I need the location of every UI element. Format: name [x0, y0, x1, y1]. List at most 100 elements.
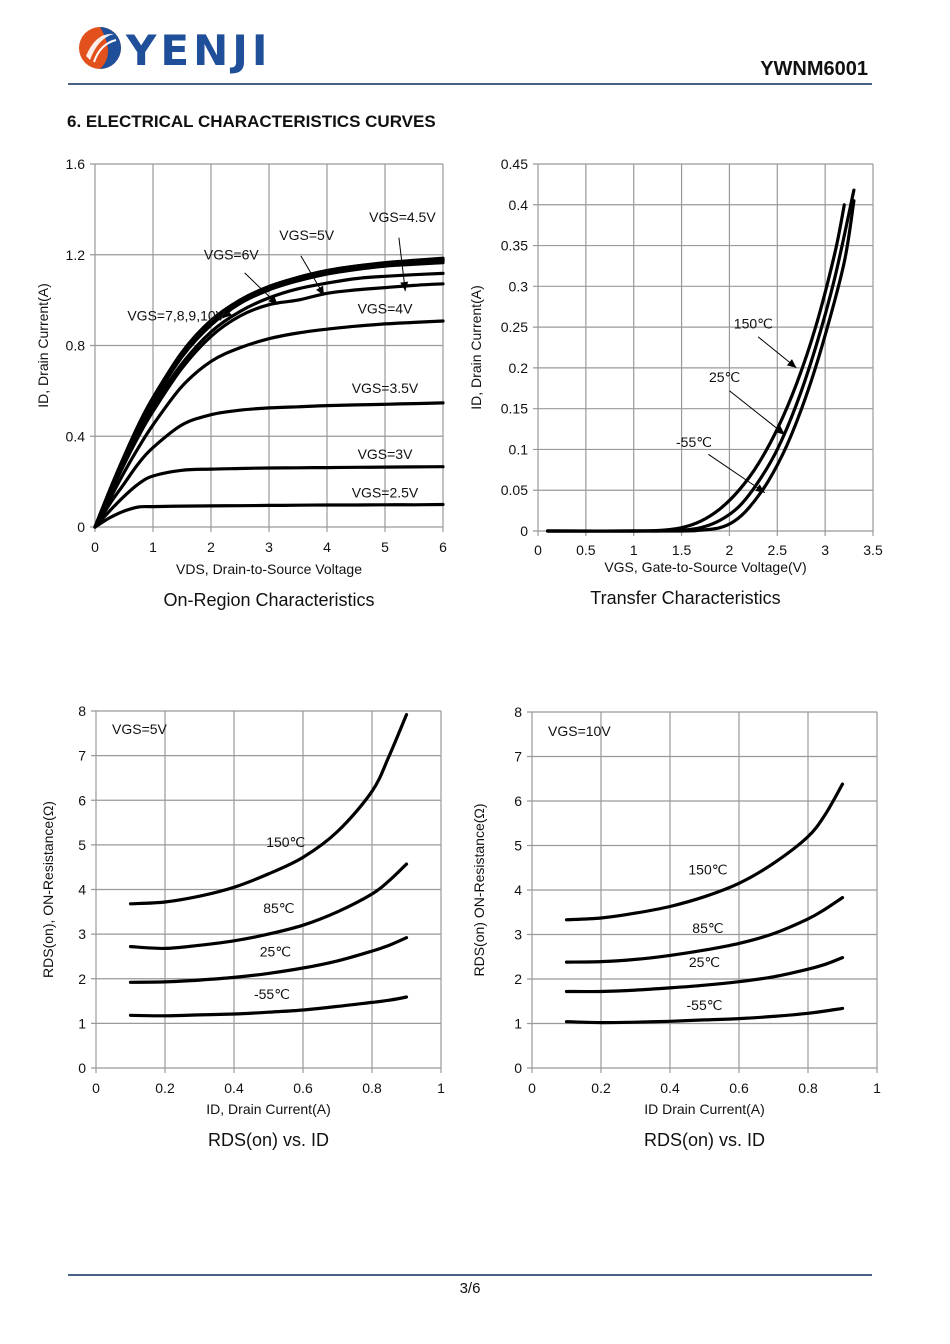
page-number: 3/6: [459, 1280, 481, 1297]
curve-label: VGS=5V: [279, 227, 335, 243]
x-tick-label: 0.6: [729, 1080, 749, 1096]
series-line--55-: [128, 995, 409, 1018]
y-tick-label: 0.4: [509, 197, 529, 213]
footer-divider: [68, 1274, 872, 1276]
series-line-vgs-4.5v: [93, 282, 445, 529]
y-tick-label: 6: [514, 793, 522, 809]
y-tick-label: 0.15: [501, 401, 528, 417]
arrowhead-icon: [400, 281, 409, 292]
curve-label: VGS=3V: [358, 446, 414, 462]
arrowhead-icon: [775, 426, 785, 435]
y-tick-label: 0.45: [501, 156, 528, 172]
chart-rds-vgs10: 0 0.2 0.4 0.6 0.8 1 0 1 2 3 4 5 6 7 8 ID Drain Current(…: [471, 704, 881, 1150]
x-tick-label: 0.4: [660, 1080, 680, 1096]
y-tick-label: 7: [514, 749, 522, 765]
y-tick-label: 1: [78, 1015, 86, 1031]
curve-label: VGS=7,8,9,10V: [127, 308, 225, 324]
series-line--55-: [546, 199, 856, 533]
series-line-25-: [546, 188, 856, 533]
vgs-condition-label: VGS=10V: [548, 723, 611, 739]
series-line-vgs-3v: [93, 465, 445, 529]
x-axis-label: VDS, Drain-to-Source Voltage: [176, 561, 362, 577]
x-tick-label: 0.2: [155, 1080, 175, 1096]
curve-label: -55℃: [687, 997, 723, 1013]
y-tick-label: 3: [78, 926, 86, 942]
x-tick-label: 1: [630, 542, 638, 558]
curve-label: 25℃: [260, 943, 291, 959]
curve-label: 150℃: [266, 834, 305, 850]
y-tick-label: 4: [514, 882, 522, 898]
y-tick-label: 1.6: [66, 156, 86, 172]
y-tick-label: 0: [514, 1060, 522, 1076]
curve-label: -55℃: [254, 986, 290, 1002]
x-tick-label: 3: [265, 539, 273, 555]
arrowhead-icon: [316, 285, 325, 296]
x-tick-label: 0.4: [224, 1080, 244, 1096]
series-line-25-: [564, 956, 845, 994]
curve-label: VGS=6V: [204, 246, 260, 262]
chart-title: RDS(on) vs. ID: [644, 1130, 765, 1150]
x-axis-label: ID, Drain Current(A): [206, 1101, 330, 1117]
curve-label: 150℃: [688, 861, 727, 877]
y-tick-label: 0.8: [66, 338, 86, 354]
annotation-arrow: [729, 390, 786, 436]
curve-label: 25℃: [689, 954, 720, 970]
y-axis-label: RDS(on), ON-Resistance(Ω): [40, 801, 56, 978]
chart-title: RDS(on) vs. ID: [208, 1130, 329, 1150]
header-divider: [68, 83, 872, 85]
x-tick-label: 0: [528, 1080, 536, 1096]
series-line--55-: [564, 1006, 845, 1025]
series-line-vgs-4v: [93, 319, 445, 529]
y-tick-label: 0.35: [501, 238, 528, 254]
chart-transfer: 0 0.5 1 1.5 2 2.5 3 3.5 0 0.05 0.1 0.15 0.2 0.25 0.3 0.…: [468, 156, 883, 608]
y-tick-label: 0.25: [501, 319, 528, 335]
curve-label: 150℃: [734, 316, 773, 332]
x-tick-label: 0: [91, 539, 99, 555]
y-axis-label: ID, Drain Current(A): [35, 283, 51, 407]
x-tick-label: 0.2: [591, 1080, 611, 1096]
curve-label: VGS=2.5V: [352, 485, 419, 501]
series-line-85-: [128, 862, 409, 951]
x-axis-label: ID Drain Current(A): [644, 1101, 765, 1117]
x-tick-label: 1: [149, 539, 157, 555]
x-tick-label: 1: [437, 1080, 445, 1096]
y-tick-label: 0.3: [509, 278, 529, 294]
y-tick-label: 0.4: [66, 428, 86, 444]
x-tick-label: 0: [534, 542, 542, 558]
y-tick-label: 0: [77, 519, 85, 535]
x-tick-label: 0: [92, 1080, 100, 1096]
y-tick-label: 4: [78, 882, 86, 898]
y-tick-label: 5: [78, 837, 86, 853]
y-tick-label: 6: [78, 792, 86, 808]
y-tick-label: 1.2: [66, 247, 86, 263]
chart-title: Transfer Characteristics: [590, 588, 780, 608]
x-tick-label: 2: [726, 542, 734, 558]
curve-label: 25℃: [709, 369, 740, 385]
y-tick-label: 0.1: [509, 441, 529, 457]
y-tick-label: 5: [514, 838, 522, 854]
arrowhead-icon: [786, 359, 797, 368]
part-number: YWNM6001: [760, 58, 868, 80]
section-title: 6. ELECTRICAL CHARACTERISTICS CURVES: [67, 112, 436, 131]
curve-label: VGS=3.5V: [352, 380, 419, 396]
series-line-vgs-2.5v: [93, 502, 445, 529]
x-tick-label: 2: [207, 539, 215, 555]
x-tick-label: 0.5: [576, 542, 596, 558]
x-tick-label: 0.8: [798, 1080, 818, 1096]
y-axis-label: RDS(on) ON-Resistance(Ω): [471, 803, 487, 976]
x-tick-label: 1: [873, 1080, 881, 1096]
curve-label: VGS=4V: [358, 301, 414, 317]
x-tick-label: 2.5: [768, 542, 788, 558]
y-tick-label: 7: [78, 748, 86, 764]
logo-globe-icon: [79, 27, 121, 69]
y-tick-label: 3: [514, 927, 522, 943]
y-tick-label: 2: [514, 971, 522, 987]
series-line-150-: [564, 782, 845, 922]
y-tick-label: 0: [78, 1060, 86, 1076]
arrowhead-icon: [222, 309, 232, 319]
y-tick-label: 8: [78, 703, 86, 719]
y-tick-label: 8: [514, 704, 522, 720]
x-tick-label: 1.5: [672, 542, 692, 558]
chart-rds-vgs5: 0 0.2 0.4 0.6 0.8 1 0 1 2 3 4 5 6 7 8 ID, Drain Current…: [40, 703, 445, 1150]
